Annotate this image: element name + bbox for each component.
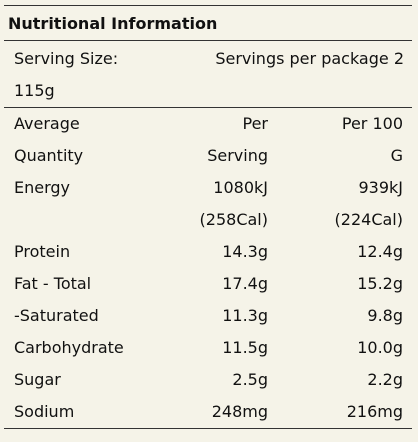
- cell: 1080kJ (258Cal): [118, 172, 268, 236]
- serving-size: Serving Size: 115g: [14, 49, 119, 100]
- cell-value: 17.4g: [222, 274, 268, 293]
- table-row: Carbohydrate 11.5g 10.0g: [4, 332, 412, 364]
- nutrition-panel: Nutritional Information Serving Size: 11…: [4, 5, 412, 429]
- cell-value: 939kJ (224Cal): [334, 178, 403, 229]
- cell: Fat - Total: [4, 268, 114, 300]
- table-row: Sugar 2.5g 2.2g: [4, 364, 412, 396]
- servings-per-package: Servings per package 2: [215, 49, 404, 68]
- serving-info: Serving Size: 115g Servings per package …: [4, 41, 412, 108]
- cell-value: 14.3g: [222, 242, 268, 261]
- table-row: -Saturated 11.3g 9.8g: [4, 300, 412, 332]
- cell-value: 2.2g: [367, 370, 403, 389]
- cell: Energy: [4, 172, 114, 236]
- cell-value: 1080kJ (258Cal): [199, 178, 268, 229]
- cell-value: 10.0g: [357, 338, 403, 357]
- column-header: Per 100 G: [341, 114, 403, 165]
- cell: Protein: [4, 236, 114, 268]
- cell: 11.5g: [118, 332, 268, 364]
- cell-value: 11.3g: [222, 306, 268, 325]
- cell: Sugar: [4, 364, 114, 396]
- cell: 216mg: [268, 396, 403, 428]
- panel-title: Nutritional Information: [4, 5, 412, 41]
- row-label: Protein: [14, 242, 71, 261]
- row-label: Carbohydrate: [14, 338, 124, 357]
- cell: 2.5g: [118, 364, 268, 396]
- header-cell: Per 100 G: [268, 108, 403, 172]
- cell-value: 15.2g: [357, 274, 403, 293]
- table-row: Protein 14.3g 12.4g: [4, 236, 412, 268]
- row-label: Sugar: [14, 370, 61, 389]
- cell: Sodium: [4, 396, 114, 428]
- cell: 10.0g: [268, 332, 403, 364]
- cell-value: 12.4g: [357, 242, 403, 261]
- column-header: Per Serving: [207, 114, 268, 165]
- cell-value: 248mg: [211, 402, 268, 421]
- cell: 14.3g: [118, 236, 268, 268]
- column-header: Average Quantity: [14, 114, 84, 165]
- cell-value: 2.5g: [232, 370, 268, 389]
- header-cell: Average Quantity: [4, 108, 114, 172]
- cell: 2.2g: [268, 364, 403, 396]
- cell: 939kJ (224Cal): [268, 172, 403, 236]
- table-row: Sodium 248mg 216mg: [4, 396, 412, 428]
- table-row: Energy 1080kJ (258Cal) 939kJ (224Cal): [4, 172, 412, 236]
- header-cell: Per Serving: [118, 108, 268, 172]
- cell-value: 9.8g: [367, 306, 403, 325]
- row-label: Energy: [14, 178, 71, 197]
- cell-value: 11.5g: [222, 338, 268, 357]
- cell-value: 216mg: [346, 402, 403, 421]
- cell: 11.3g: [118, 300, 268, 332]
- nutrition-table: Average Quantity Per Serving Per 100 G Ener…: [4, 108, 412, 429]
- row-label: Fat - Total: [14, 274, 92, 293]
- cell: 248mg: [118, 396, 268, 428]
- table-row: Fat - Total 17.4g 15.2g: [4, 268, 412, 300]
- cell: 12.4g: [268, 236, 403, 268]
- header-row: Average Quantity Per Serving Per 100 G: [4, 108, 412, 172]
- cell: -Saturated: [4, 300, 114, 332]
- row-label: -Saturated: [14, 306, 99, 325]
- cell: 9.8g: [268, 300, 403, 332]
- cell: 15.2g: [268, 268, 403, 300]
- cell: Carbohydrate: [4, 332, 124, 364]
- row-label: Sodium: [14, 402, 75, 421]
- cell: 17.4g: [118, 268, 268, 300]
